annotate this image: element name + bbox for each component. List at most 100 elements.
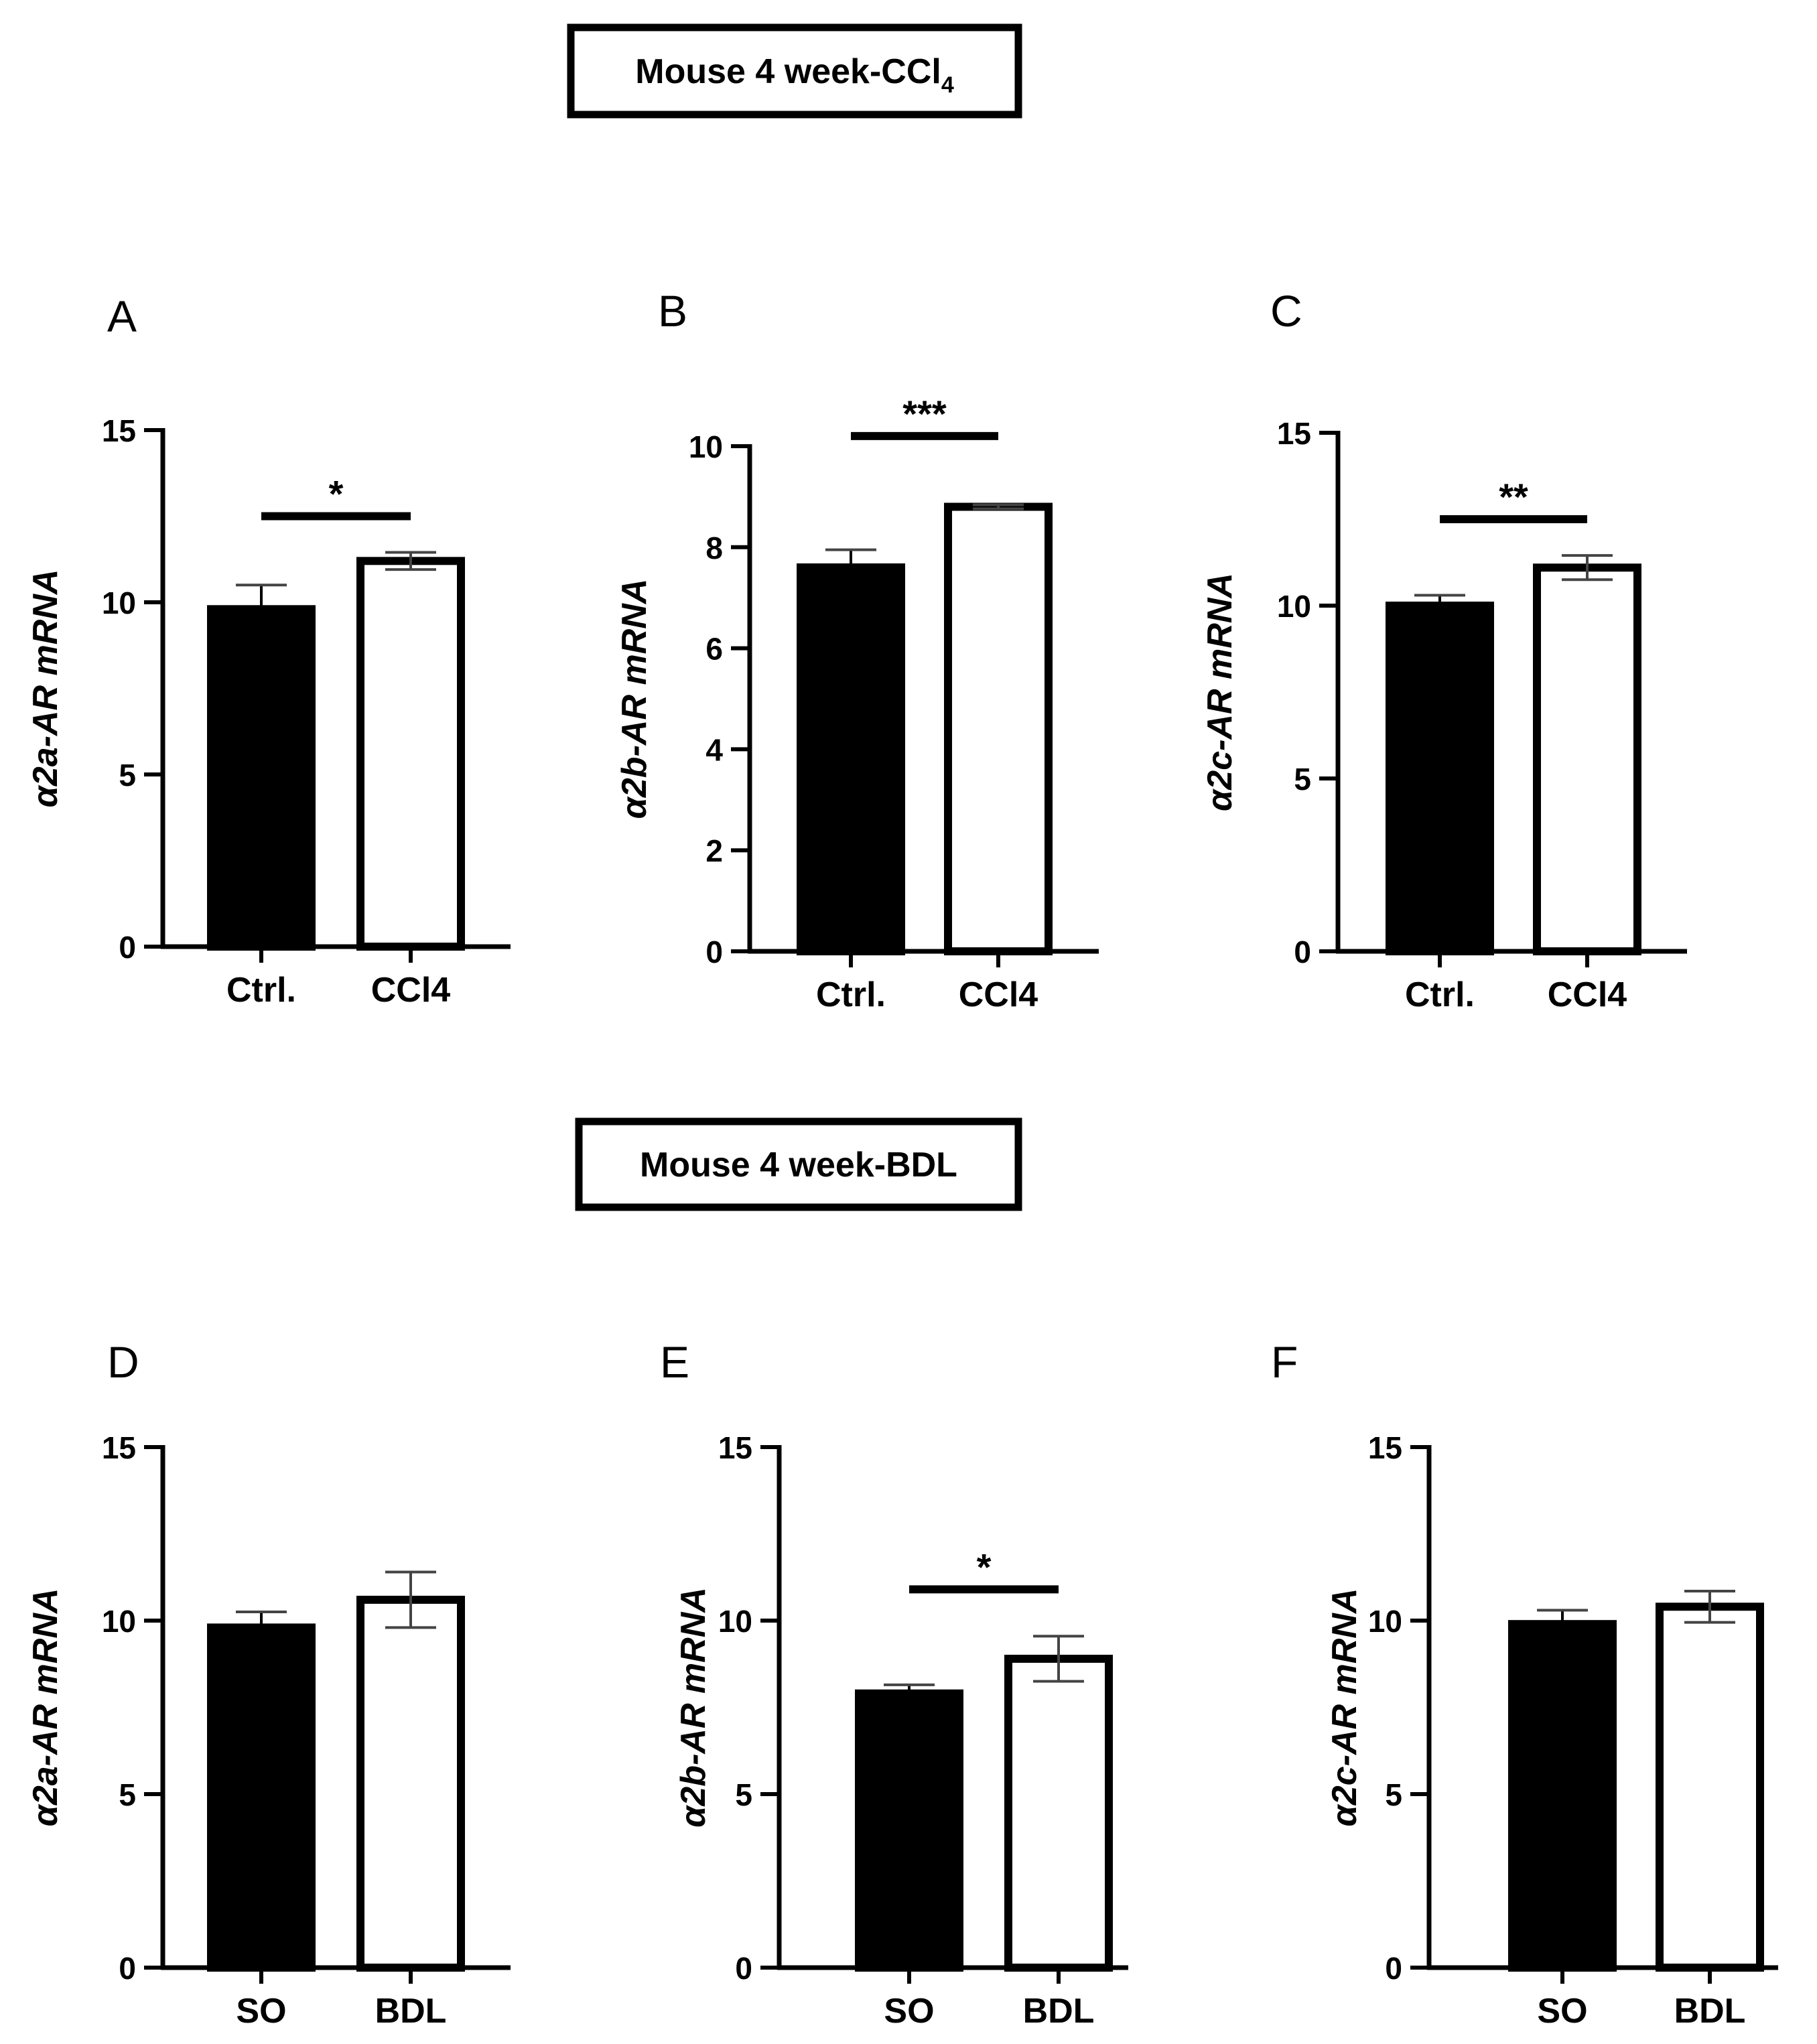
- error-bar: [1033, 1635, 1084, 1683]
- error-bar: [1537, 1609, 1588, 1625]
- x-tick-label: CCl4: [959, 975, 1038, 1014]
- error-bar: [884, 1683, 935, 1694]
- y-axis-label: α2a-AR mRNA: [26, 1588, 65, 1827]
- header-ccl4-title-sub: 4: [941, 72, 954, 98]
- error-bar: [385, 1570, 436, 1629]
- bar-ctrl: [1386, 602, 1494, 955]
- header-bdl: Mouse 4 week-BDL: [575, 1117, 1022, 1211]
- bar-so: [1508, 1620, 1617, 1972]
- bar-bdl: [1656, 1603, 1764, 1972]
- y-tick-label: 10: [102, 586, 136, 620]
- y-tick-label: 15: [1277, 416, 1311, 451]
- bar-ccl4: [944, 502, 1053, 955]
- y-axis-label-text: 2b-AR mRNA: [615, 579, 654, 798]
- y-tick-label: 15: [1368, 1430, 1402, 1465]
- error-bar: [825, 548, 876, 567]
- bar-so: [855, 1689, 963, 1972]
- error-bar: [1684, 1589, 1735, 1624]
- y-axis-label: α2c-AR mRNA: [1325, 1588, 1364, 1827]
- y-tick-label: 10: [718, 1604, 752, 1639]
- y-axis-label-alpha: α: [1201, 788, 1239, 811]
- y-tick-label: 0: [119, 930, 136, 965]
- header-bdl-box: [575, 1117, 1022, 1211]
- panel-label: E: [660, 1337, 689, 1387]
- y-tick-label: 10: [689, 429, 723, 464]
- x-tick-label: BDL: [1674, 1992, 1746, 2031]
- error-bar: [236, 1611, 287, 1628]
- y-tick-label: 15: [102, 413, 136, 448]
- y-tick-label: 10: [1368, 1604, 1402, 1639]
- y-axis-label: α2b-AR mRNA: [674, 1587, 713, 1828]
- bar-ctrl: [207, 605, 316, 951]
- error-bar: [1414, 594, 1465, 606]
- y-axis-label-text: 2a-AR mRNA: [26, 1588, 65, 1806]
- y-axis-label-text: 2a-AR mRNA: [26, 569, 65, 787]
- significance-label: *: [977, 1546, 992, 1588]
- panel-label: D: [107, 1337, 139, 1387]
- y-tick-label: 2: [705, 833, 723, 868]
- header-ccl4: Mouse 4 week-CCl4: [567, 23, 1022, 119]
- significance-label: ***: [902, 393, 947, 435]
- header-ccl4-title-main: Mouse 4 week-CCl: [635, 52, 941, 91]
- y-axis-label-alpha: α: [26, 1803, 65, 1826]
- y-tick-label: 0: [735, 1951, 752, 1986]
- x-tick-label: BDL: [375, 1992, 447, 2031]
- y-tick-label: 6: [705, 632, 723, 667]
- panel-label: C: [1270, 286, 1302, 336]
- error-bar: [236, 584, 287, 610]
- error-bar: [1562, 554, 1613, 582]
- y-axis-label-alpha: α: [26, 784, 65, 807]
- bar-ctrl: [797, 563, 905, 955]
- y-tick-label: 0: [1294, 935, 1311, 969]
- error-bar: [973, 503, 1024, 510]
- y-axis-label-alpha: α: [674, 1804, 713, 1828]
- x-tick-label: SO: [1537, 1992, 1587, 2031]
- bar-bdl: [356, 1595, 465, 1972]
- x-tick-label: Ctrl.: [1405, 975, 1475, 1014]
- header-ccl4-title: Mouse 4 week-CCl4: [635, 52, 954, 98]
- bar-bdl: [1004, 1654, 1113, 1972]
- y-axis-label: α2a-AR mRNA: [26, 569, 65, 808]
- x-tick-label: CCl4: [371, 971, 451, 1010]
- bar-ccl4: [356, 557, 465, 951]
- y-axis-label-text: 2c-AR mRNA: [1325, 1588, 1364, 1806]
- y-tick-label: 10: [1277, 589, 1311, 624]
- y-tick-label: 0: [705, 935, 723, 969]
- y-tick-label: 5: [735, 1777, 752, 1812]
- y-axis-label: α2c-AR mRNA: [1201, 573, 1239, 811]
- y-tick-label: 5: [119, 1777, 136, 1812]
- x-tick-label: BDL: [1023, 1992, 1095, 2031]
- y-axis-label-alpha: α: [1325, 1803, 1364, 1826]
- y-tick-label: 8: [705, 531, 723, 565]
- y-tick-label: 4: [705, 732, 723, 767]
- x-tick-label: SO: [236, 1992, 286, 2031]
- y-axis-label-text: 2c-AR mRNA: [1201, 573, 1239, 791]
- significance-label: *: [329, 473, 344, 515]
- y-tick-label: 5: [1385, 1777, 1402, 1812]
- y-tick-label: 0: [1385, 1951, 1402, 1986]
- y-tick-label: 10: [102, 1604, 136, 1639]
- bar-so: [207, 1623, 316, 1972]
- significance-label: **: [1499, 476, 1528, 518]
- bar-ccl4: [1533, 563, 1641, 955]
- y-tick-label: 5: [119, 758, 136, 793]
- x-tick-label: CCl4: [1548, 975, 1627, 1014]
- y-tick-label: 15: [102, 1430, 136, 1465]
- panel-label: F: [1271, 1337, 1298, 1387]
- x-tick-label: Ctrl.: [226, 971, 296, 1010]
- header-bdl-title: Mouse 4 week-BDL: [640, 1146, 957, 1184]
- y-axis-label: α2b-AR mRNA: [615, 579, 654, 819]
- x-tick-label: SO: [884, 1992, 934, 2031]
- x-tick-label: Ctrl.: [816, 975, 886, 1014]
- error-bar: [385, 551, 436, 571]
- y-axis-label-text: 2b-AR mRNA: [674, 1587, 713, 1806]
- panel-label: B: [658, 286, 687, 336]
